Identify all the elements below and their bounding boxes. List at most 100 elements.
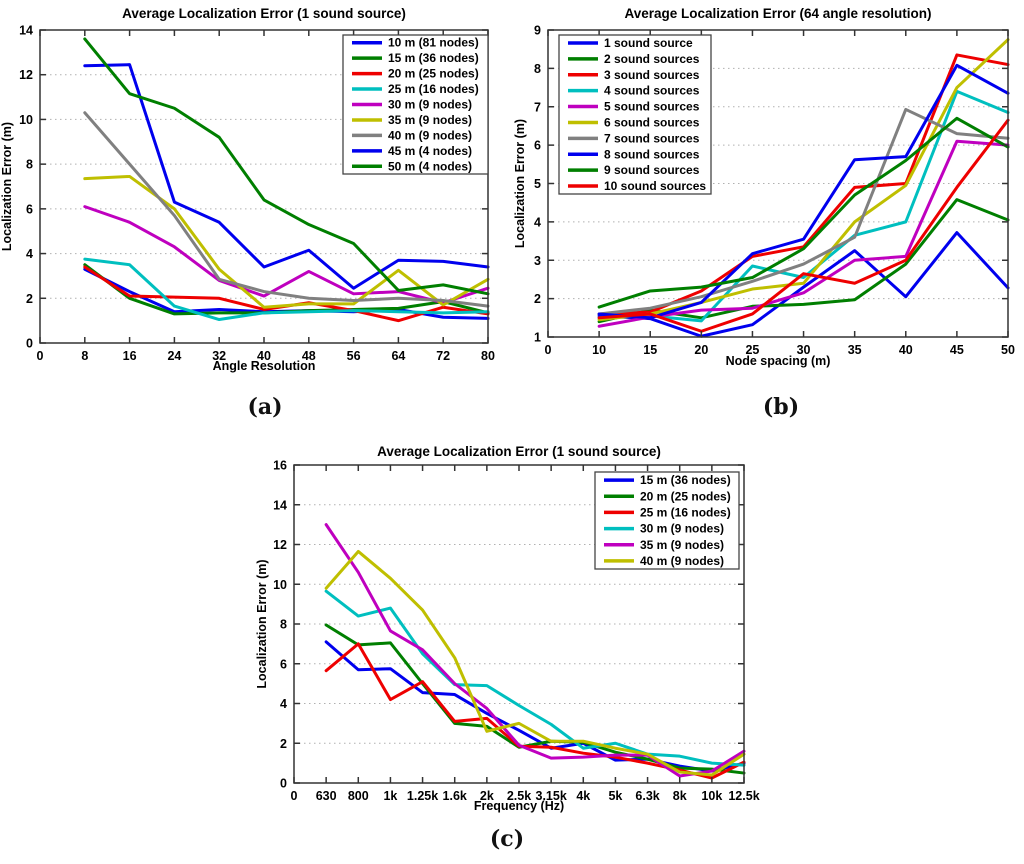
line-b-6 (597, 107, 1010, 316)
legend-label-a-4: 30 m (9 nodes) (388, 98, 472, 112)
legend-label-b-4: 5 sound sources (604, 100, 700, 114)
legend-label-a-7: 45 m (4 nodes) (388, 144, 472, 158)
xtick-a-4: 32 (212, 349, 226, 363)
line-b-4 (597, 139, 1010, 328)
xtick-a-3: 24 (167, 349, 181, 363)
legend-label-a-6: 40 m (9 nodes) (388, 128, 472, 142)
xtick-a-9: 72 (436, 349, 450, 363)
line-b-8 (597, 116, 1010, 309)
ytick-b-0: 1 (534, 331, 541, 345)
line-c-4 (324, 523, 746, 778)
line-c-1 (324, 623, 746, 775)
ytick-a-1: 2 (26, 292, 33, 306)
chart-title-a: Average Localization Error (1 sound sour… (122, 6, 406, 21)
xlabel-c: Frequency (Hz) (474, 799, 564, 813)
ylabel-a: Localization Error (m) (0, 122, 14, 251)
ytick-a-0: 0 (26, 337, 33, 351)
xlabel-b: Node spacing (m) (726, 354, 831, 368)
xtick-b-6: 35 (848, 343, 862, 357)
xtick-c-6: 2k (480, 789, 494, 803)
ytick-b-5: 6 (534, 139, 541, 153)
chart-title-c: Average Localization Error (1 sound sour… (377, 444, 661, 459)
ytick-c-6: 12 (273, 538, 287, 552)
line-a-6 (83, 111, 490, 308)
xtick-a-2: 16 (123, 349, 137, 363)
line-b-3 (597, 89, 1010, 323)
xtick-b-0: 0 (545, 343, 552, 357)
xtick-c-11: 6.3k (635, 789, 659, 803)
xtick-c-13: 10k (701, 789, 722, 803)
xtick-a-5: 40 (257, 349, 271, 363)
xtick-b-2: 15 (643, 343, 657, 357)
xtick-c-12: 8k (673, 789, 687, 803)
line-b-7 (597, 63, 1010, 320)
line-a-7 (83, 63, 490, 290)
gridlines-b (548, 67, 1008, 300)
legend-label-b-8: 9 sound sources (604, 163, 700, 177)
line-a-8 (83, 37, 490, 296)
xtick-a-6: 48 (302, 349, 316, 363)
ytick-c-3: 6 (280, 657, 287, 671)
line-a-3 (83, 257, 490, 322)
xtick-b-3: 20 (694, 343, 708, 357)
legend-label-a-5: 35 m (9 nodes) (388, 113, 472, 127)
ytick-c-7: 14 (273, 498, 287, 512)
ylabel-b: Localization Error (m) (513, 119, 527, 248)
xtick-a-1: 8 (81, 349, 88, 363)
xtick-c-7: 2.5k (507, 789, 531, 803)
chart-c: 0 630 800 1k 1.25k 1.6k 2k 2.5k 3.15k 4k 5k 6.3k 8k 1… (255, 444, 760, 813)
line-b-0 (597, 231, 1010, 338)
xtick-c-3: 1k (383, 789, 397, 803)
xtick-c-1: 630 (316, 789, 337, 803)
legend-label-a-8: 50 m (4 nodes) (388, 159, 472, 173)
xtick-c-2: 800 (348, 789, 369, 803)
legend-label-b-7: 8 sound sources (604, 147, 700, 161)
xtick-b-5: 30 (797, 343, 811, 357)
legend-label-a-2: 20 m (25 nodes) (388, 67, 479, 81)
xtick-b-1: 10 (592, 343, 606, 357)
line-c-5 (324, 549, 746, 777)
legend-label-b-6: 7 sound sources (604, 131, 700, 145)
line-c-3 (324, 589, 746, 767)
xtick-c-10: 5k (608, 789, 622, 803)
legend-label-b-2: 3 sound sources (604, 68, 700, 82)
legend-label-a-1: 15 m (36 nodes) (388, 51, 479, 65)
ytick-c-4: 8 (280, 618, 287, 632)
xtick-c-5: 1.6k (443, 789, 467, 803)
chart-title-b: Average Localization Error (64 angle res… (624, 6, 931, 21)
line-a-4 (83, 205, 490, 305)
ytick-a-5: 10 (19, 113, 33, 127)
legend-label-b-3: 4 sound sources (604, 84, 700, 98)
xtick-c-4: 1.25k (407, 789, 438, 803)
xtick-b-9: 50 (1001, 343, 1015, 357)
ytick-b-6: 7 (534, 100, 541, 114)
xtick-b-4: 25 (745, 343, 759, 357)
legend-label-a-3: 25 m (16 nodes) (388, 82, 479, 96)
legend-label-b-1: 2 sound sources (604, 52, 700, 66)
series-a (83, 37, 490, 323)
xtick-c-9: 4k (576, 789, 590, 803)
legend-label-b-9: 10 sound sources (604, 179, 706, 193)
xtick-a-7: 56 (347, 349, 361, 363)
sublabel-c: (c) (489, 826, 525, 852)
xtick-b-7: 40 (899, 343, 913, 357)
ytick-a-6: 12 (19, 68, 33, 82)
ytick-b-2: 3 (534, 254, 541, 268)
line-b-9 (597, 118, 1010, 333)
legend-label-c-2: 25 m (16 nodes) (640, 505, 731, 519)
xtick-c-14: 12.5k (728, 789, 759, 803)
xtick-c-0: 0 (291, 789, 298, 803)
legend-label-c-5: 40 m (9 nodes) (640, 554, 724, 568)
ytick-a-4: 8 (26, 158, 33, 172)
ytick-c-5: 10 (273, 578, 287, 592)
xtick-a-10: 80 (481, 349, 495, 363)
series-c (324, 523, 746, 780)
legend-label-b-5: 6 sound sources (604, 115, 700, 129)
xtick-a-0: 0 (37, 349, 44, 363)
legend-b: 1 sound source 2 sound sources 3 sound sou… (558, 34, 712, 195)
